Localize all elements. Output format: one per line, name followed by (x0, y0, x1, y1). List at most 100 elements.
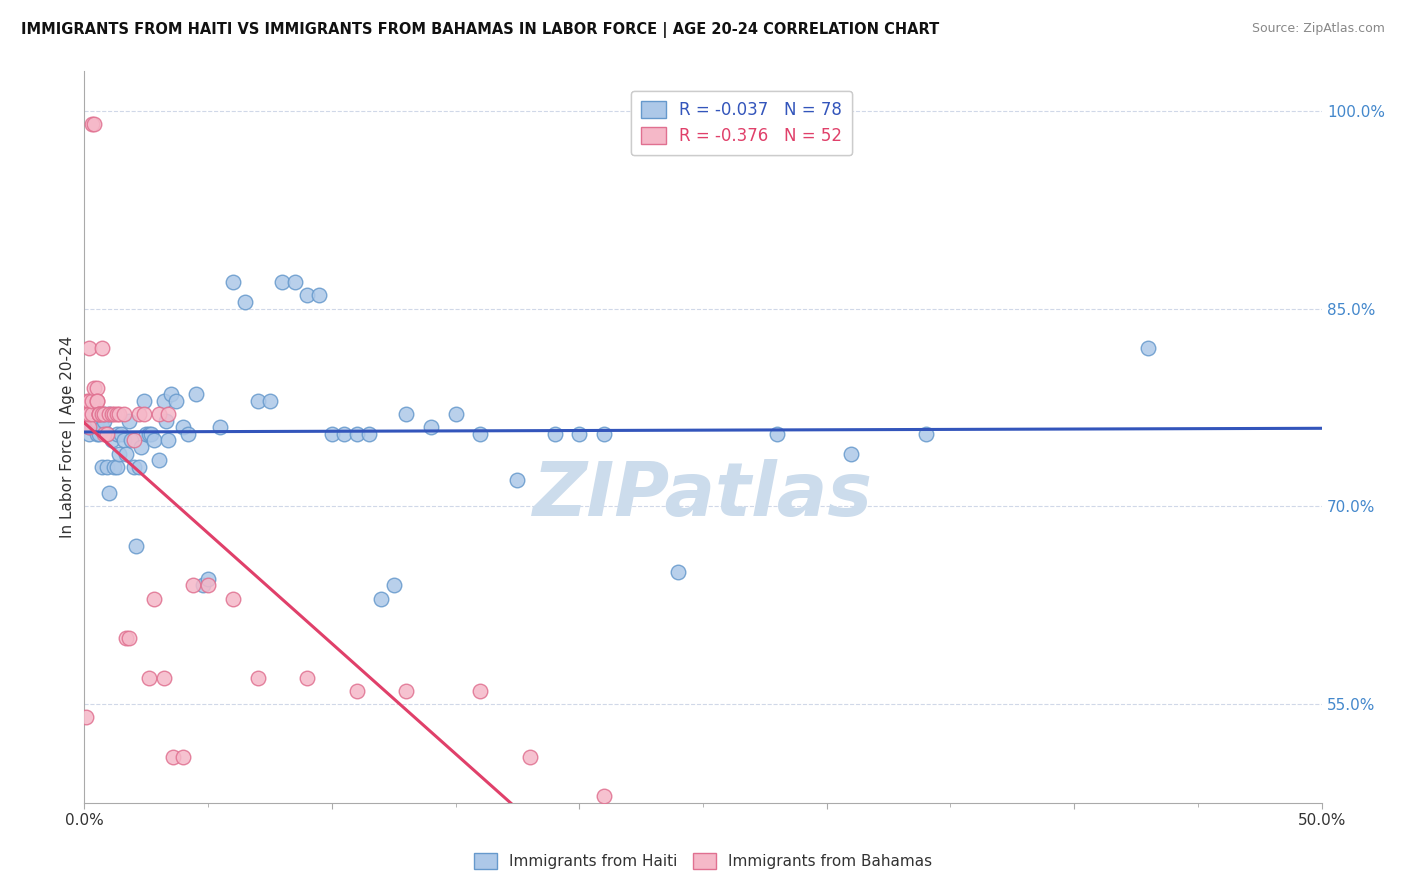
Point (100, 434, 122, 448)
Point (177, 426, 200, 441)
Legend: Immigrants from Haiti, Immigrants from Bahamas: Immigrants from Haiti, Immigrants from B… (468, 847, 938, 875)
Point (112, 434, 135, 448)
Point (1137, 341, 1160, 355)
Point (118, 631, 141, 645)
Point (76, 407, 98, 421)
Point (79, 341, 101, 355)
Point (138, 426, 160, 441)
Point (506, 473, 529, 487)
Point (86, 420, 108, 434)
Point (346, 683, 368, 698)
Point (79, 393, 101, 408)
Text: IMMIGRANTS FROM HAITI VS IMMIGRANTS FROM BAHAMAS IN LABOR FORCE | AGE 20-24 CORR: IMMIGRANTS FROM HAITI VS IMMIGRANTS FROM… (21, 22, 939, 38)
Point (129, 440, 152, 454)
Point (246, 671, 269, 685)
Point (90, 341, 112, 355)
Point (80, 420, 103, 434)
Point (172, 749, 194, 764)
Point (83, 117, 105, 131)
Text: ZIPatlas: ZIPatlas (533, 459, 873, 533)
Point (108, 407, 131, 421)
Point (308, 288, 330, 302)
Point (79, 420, 101, 434)
Point (83, 401, 105, 415)
Point (181, 578, 204, 592)
Point (233, 295, 256, 310)
Point (395, 407, 418, 421)
Point (80, 117, 103, 131)
Point (141, 426, 163, 441)
Point (98, 407, 121, 421)
Point (76, 407, 98, 421)
Point (419, 420, 441, 434)
Point (295, 671, 318, 685)
Point (470, 683, 492, 698)
Point (184, 387, 207, 401)
Point (519, 749, 541, 764)
Point (157, 407, 180, 421)
Point (148, 453, 170, 467)
Point (191, 578, 214, 592)
Point (132, 393, 155, 408)
Point (370, 591, 392, 606)
Point (209, 420, 232, 434)
Point (93, 426, 115, 441)
Point (152, 671, 174, 685)
Point (142, 591, 165, 606)
Point (100, 407, 122, 421)
Point (128, 459, 150, 474)
Point (108, 446, 131, 460)
Point (914, 426, 936, 441)
Point (105, 459, 128, 474)
Point (79, 407, 101, 421)
Point (118, 414, 141, 428)
Point (83, 381, 105, 395)
Point (86, 414, 108, 428)
Point (125, 539, 148, 553)
Point (80, 393, 103, 408)
Point (89, 426, 111, 441)
Point (295, 288, 318, 302)
Point (543, 426, 565, 441)
Point (568, 426, 591, 441)
Point (86, 381, 108, 395)
Point (138, 671, 160, 685)
Point (357, 426, 380, 441)
Point (246, 393, 269, 408)
Point (110, 426, 132, 441)
Point (96, 426, 118, 441)
Legend: R = -0.037   N = 78, R = -0.376   N = 52: R = -0.037 N = 78, R = -0.376 N = 52 (631, 91, 852, 155)
Point (152, 393, 174, 408)
Point (79, 426, 101, 441)
Point (93, 414, 115, 428)
Point (155, 414, 177, 428)
Point (197, 578, 219, 592)
Point (90, 459, 112, 474)
Point (80, 407, 103, 421)
Point (666, 565, 689, 579)
Point (593, 426, 616, 441)
Point (112, 407, 135, 421)
Point (86, 393, 108, 408)
Point (142, 434, 165, 448)
Point (395, 683, 418, 698)
Point (444, 407, 467, 421)
Point (89, 407, 111, 421)
Point (86, 393, 108, 408)
Y-axis label: In Labor Force | Age 20-24: In Labor Force | Age 20-24 (60, 336, 76, 538)
Point (160, 387, 183, 401)
Point (89, 407, 111, 421)
Point (162, 749, 184, 764)
Point (122, 434, 145, 448)
Point (115, 446, 138, 460)
Point (271, 275, 294, 289)
Point (593, 789, 616, 804)
Point (382, 578, 405, 592)
Point (222, 591, 245, 606)
Point (841, 446, 863, 460)
Point (86, 426, 108, 441)
Point (89, 407, 111, 421)
Point (122, 459, 145, 474)
Point (96, 426, 118, 441)
Point (333, 426, 356, 441)
